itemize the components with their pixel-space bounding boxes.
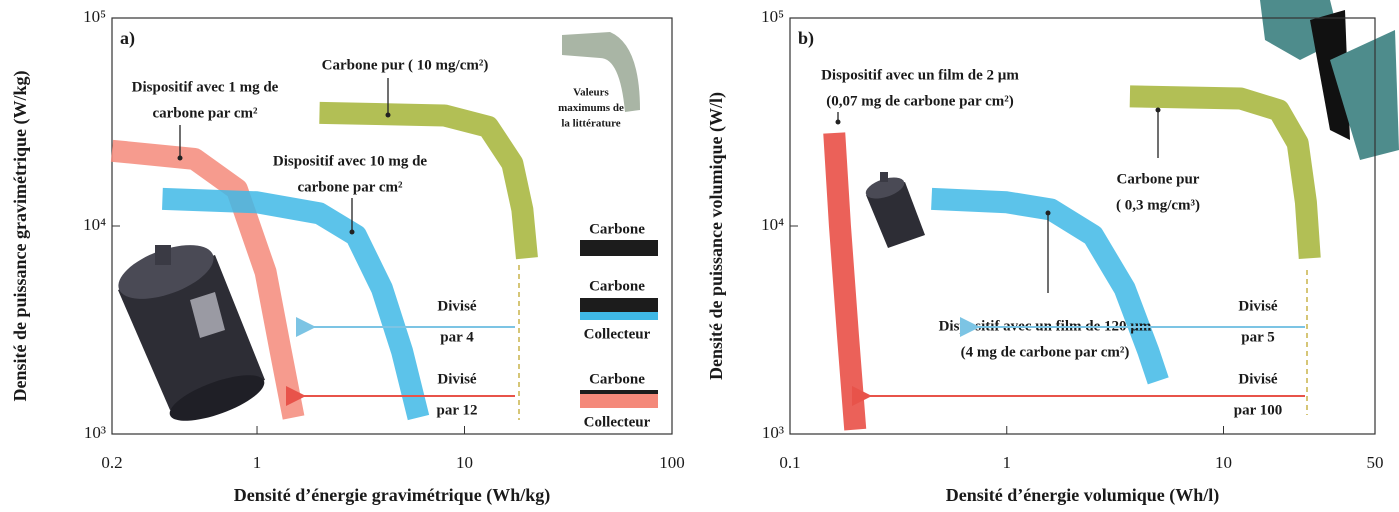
x-tick-label: 1 <box>1002 453 1011 472</box>
series-label: Dispositif avec 1 mg de <box>132 79 279 95</box>
band <box>162 187 430 421</box>
x-tick-label: 10 <box>1215 453 1232 472</box>
series-label: Dispositif avec 10 mg de <box>273 153 427 169</box>
layer-box <box>580 240 658 256</box>
band <box>931 187 1169 385</box>
layer-label: Collecteur <box>584 326 651 342</box>
layer-box <box>580 312 658 320</box>
y-tick-label: 10⁵ <box>761 7 784 26</box>
y-axis-label: Densité de puissance gravimétrique (W/kg… <box>10 71 31 402</box>
layer-box <box>580 298 658 312</box>
device-icon <box>118 245 265 421</box>
y-tick-label: 10³ <box>762 423 784 442</box>
inset-note: maximums de <box>558 102 624 114</box>
inset-note: Valeurs <box>573 87 609 99</box>
division-label: Divisé <box>1238 298 1278 314</box>
layer-label: Carbone <box>589 221 645 237</box>
leader-dot <box>835 119 841 125</box>
x-tick-label: 0.2 <box>101 453 122 472</box>
layer-box <box>580 394 658 408</box>
layer-label: Carbone <box>589 371 645 387</box>
series-label: carbone par cm² <box>297 179 403 195</box>
series-label: (4 mg de carbone par cm²) <box>961 344 1130 360</box>
y-tick-label: 10⁴ <box>761 215 784 234</box>
series-label: Carbone pur ( 10 mg/cm²) <box>322 57 489 73</box>
leader-dot <box>1045 210 1051 216</box>
panel-label: b) <box>798 28 814 49</box>
y-tick-label: 10⁴ <box>83 215 106 234</box>
series-label: ( 0,3 mg/cm³) <box>1116 197 1200 213</box>
x-tick-label: 0.1 <box>779 453 800 472</box>
leader-dot <box>385 112 391 118</box>
band <box>1129 85 1321 259</box>
panel-label: a) <box>120 28 135 49</box>
x-tick-label: 1 <box>253 453 262 472</box>
division-label: par 5 <box>1241 329 1274 345</box>
band <box>319 101 538 260</box>
division-label: Divisé <box>437 371 477 387</box>
division-label: Divisé <box>437 298 477 314</box>
glove-icon <box>1260 0 1399 160</box>
x-axis-label: Densité d’énergie gravimétrique (Wh/kg) <box>234 485 550 506</box>
layer-label: Carbone <box>589 278 645 294</box>
leader-dot <box>349 229 355 235</box>
division-label: par 100 <box>1234 402 1282 418</box>
y-tick-label: 10³ <box>84 423 106 442</box>
layer-label: Collecteur <box>584 414 651 430</box>
x-tick-label: 100 <box>659 453 685 472</box>
division-label: par 12 <box>437 402 478 418</box>
device-icon <box>865 172 925 248</box>
layer-box <box>580 390 658 394</box>
series-label: Carbone pur <box>1117 171 1200 187</box>
literature-inset <box>562 32 640 112</box>
y-axis-label: Densité de puissance volumique (W/l) <box>706 92 727 380</box>
leader-dot <box>177 155 183 161</box>
inset-note: la littérature <box>561 118 620 130</box>
x-tick-label: 10 <box>456 453 473 472</box>
x-axis-label: Densité d’énergie volumique (Wh/l) <box>946 485 1219 506</box>
x-tick-label: 50 <box>1367 453 1384 472</box>
series-label: carbone par cm² <box>152 105 258 121</box>
division-label: Divisé <box>1238 371 1278 387</box>
y-tick-label: 10⁵ <box>83 7 106 26</box>
series-label: Dispositif avec un film de 2 µm <box>821 67 1019 83</box>
division-label: par 4 <box>440 329 474 345</box>
leader-dot <box>1155 107 1161 113</box>
band <box>823 132 867 431</box>
series-label: (0,07 mg de carbone par cm²) <box>826 93 1014 109</box>
